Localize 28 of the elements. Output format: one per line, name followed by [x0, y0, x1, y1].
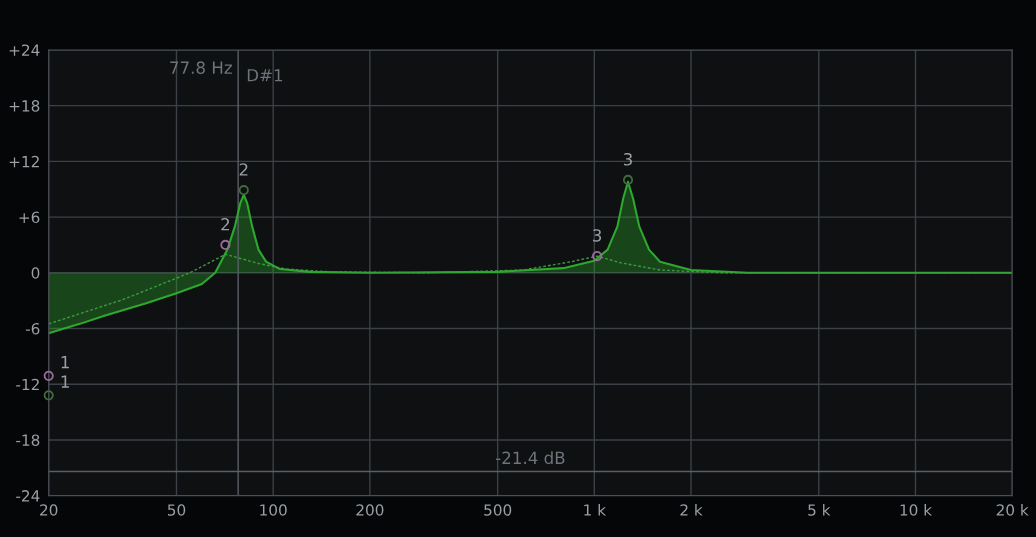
x-tick-label: 200	[356, 504, 384, 516]
y-tick-label: +6	[19, 211, 40, 224]
y-tick-label: +24	[9, 44, 40, 56]
x-tick-label: 2 k	[680, 503, 703, 516]
x-tick-label: 1 k	[584, 503, 606, 516]
annotation: 1	[61, 375, 69, 388]
y-tick-label: 0	[31, 267, 40, 279]
y-tick-label: -12	[16, 378, 39, 391]
ref-line-label: -21.4 dB	[496, 451, 565, 465]
x-tick-label: 5 k	[808, 503, 831, 516]
x-tick-label: 20	[40, 504, 58, 516]
x-tick-label: 10 k	[900, 503, 933, 516]
annotation: 2	[239, 163, 248, 176]
annotation: 3	[593, 229, 602, 242]
annotation: 3	[623, 152, 632, 166]
annotation: D#1	[247, 69, 283, 82]
x-tick-label: 20 k	[996, 503, 1029, 516]
x-tick-label: 50	[167, 504, 186, 516]
x-tick-label: 500	[484, 504, 512, 516]
y-tick-label: +12	[9, 155, 39, 168]
ref-line-label: 77.8 Hz	[170, 61, 232, 74]
annotation: 2	[221, 217, 230, 231]
y-tick-label: -18	[16, 434, 40, 446]
y-tick-label: +18	[9, 100, 40, 112]
y-tick-label: -6	[25, 322, 40, 335]
y-tick-label: -24	[16, 490, 40, 502]
x-tick-label: 100	[260, 504, 287, 516]
annotation: 1	[61, 356, 69, 369]
